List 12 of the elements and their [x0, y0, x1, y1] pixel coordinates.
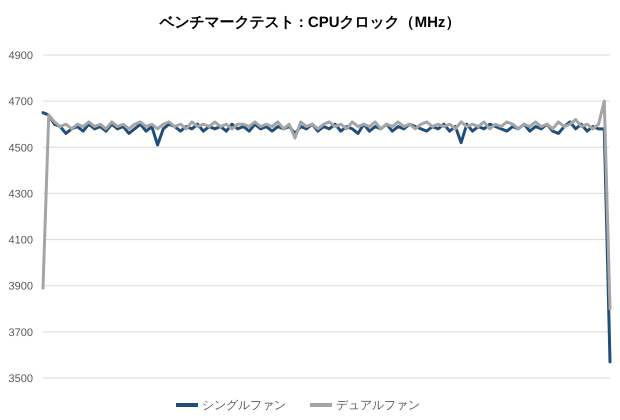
line-series	[42, 100, 612, 310]
y-tick-label: 4900	[8, 50, 33, 62]
legend-label: シングルファン	[202, 398, 286, 412]
y-tick-label: 4300	[8, 188, 33, 200]
y-tick-label: 3700	[8, 326, 33, 339]
y-tick-label: 4700	[8, 96, 33, 108]
y-tick-label: 4100	[8, 234, 33, 247]
y-tick-label: 3500	[8, 373, 33, 385]
legend-label: デュアルファン	[336, 398, 420, 412]
y-tick-label: 3900	[8, 280, 33, 293]
chart-title: ベンチマークテスト : CPUクロック（MHz）	[158, 14, 460, 31]
y-tick-label: 4500	[8, 142, 33, 154]
